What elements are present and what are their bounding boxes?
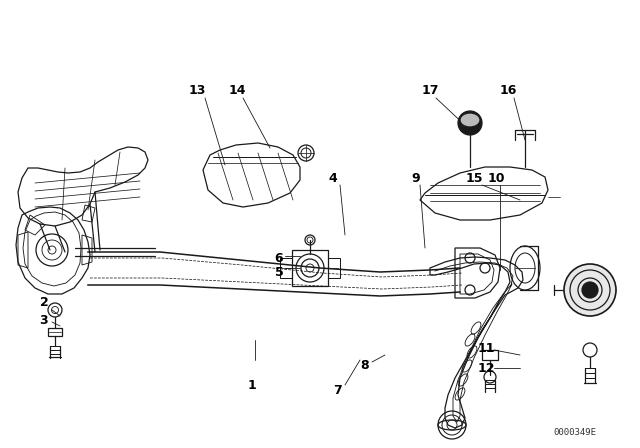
Circle shape	[582, 282, 598, 298]
Text: 0000349E: 0000349E	[554, 427, 596, 436]
Text: 6: 6	[275, 251, 284, 264]
Text: 5: 5	[275, 266, 284, 279]
Text: 11: 11	[477, 341, 495, 354]
Text: 16: 16	[499, 83, 516, 96]
Text: 8: 8	[361, 358, 369, 371]
Text: 12: 12	[477, 362, 495, 375]
Circle shape	[458, 111, 482, 135]
Text: 14: 14	[228, 83, 246, 96]
Text: 3: 3	[40, 314, 48, 327]
Text: 7: 7	[333, 383, 342, 396]
Text: 15: 15	[465, 172, 483, 185]
Text: 1: 1	[248, 379, 257, 392]
Text: 9: 9	[412, 172, 420, 185]
Ellipse shape	[460, 113, 480, 127]
Text: 4: 4	[328, 172, 337, 185]
Text: 2: 2	[40, 296, 49, 309]
Text: 13: 13	[188, 83, 205, 96]
Text: 17: 17	[421, 83, 439, 96]
Ellipse shape	[564, 264, 616, 316]
Text: 10: 10	[487, 172, 505, 185]
